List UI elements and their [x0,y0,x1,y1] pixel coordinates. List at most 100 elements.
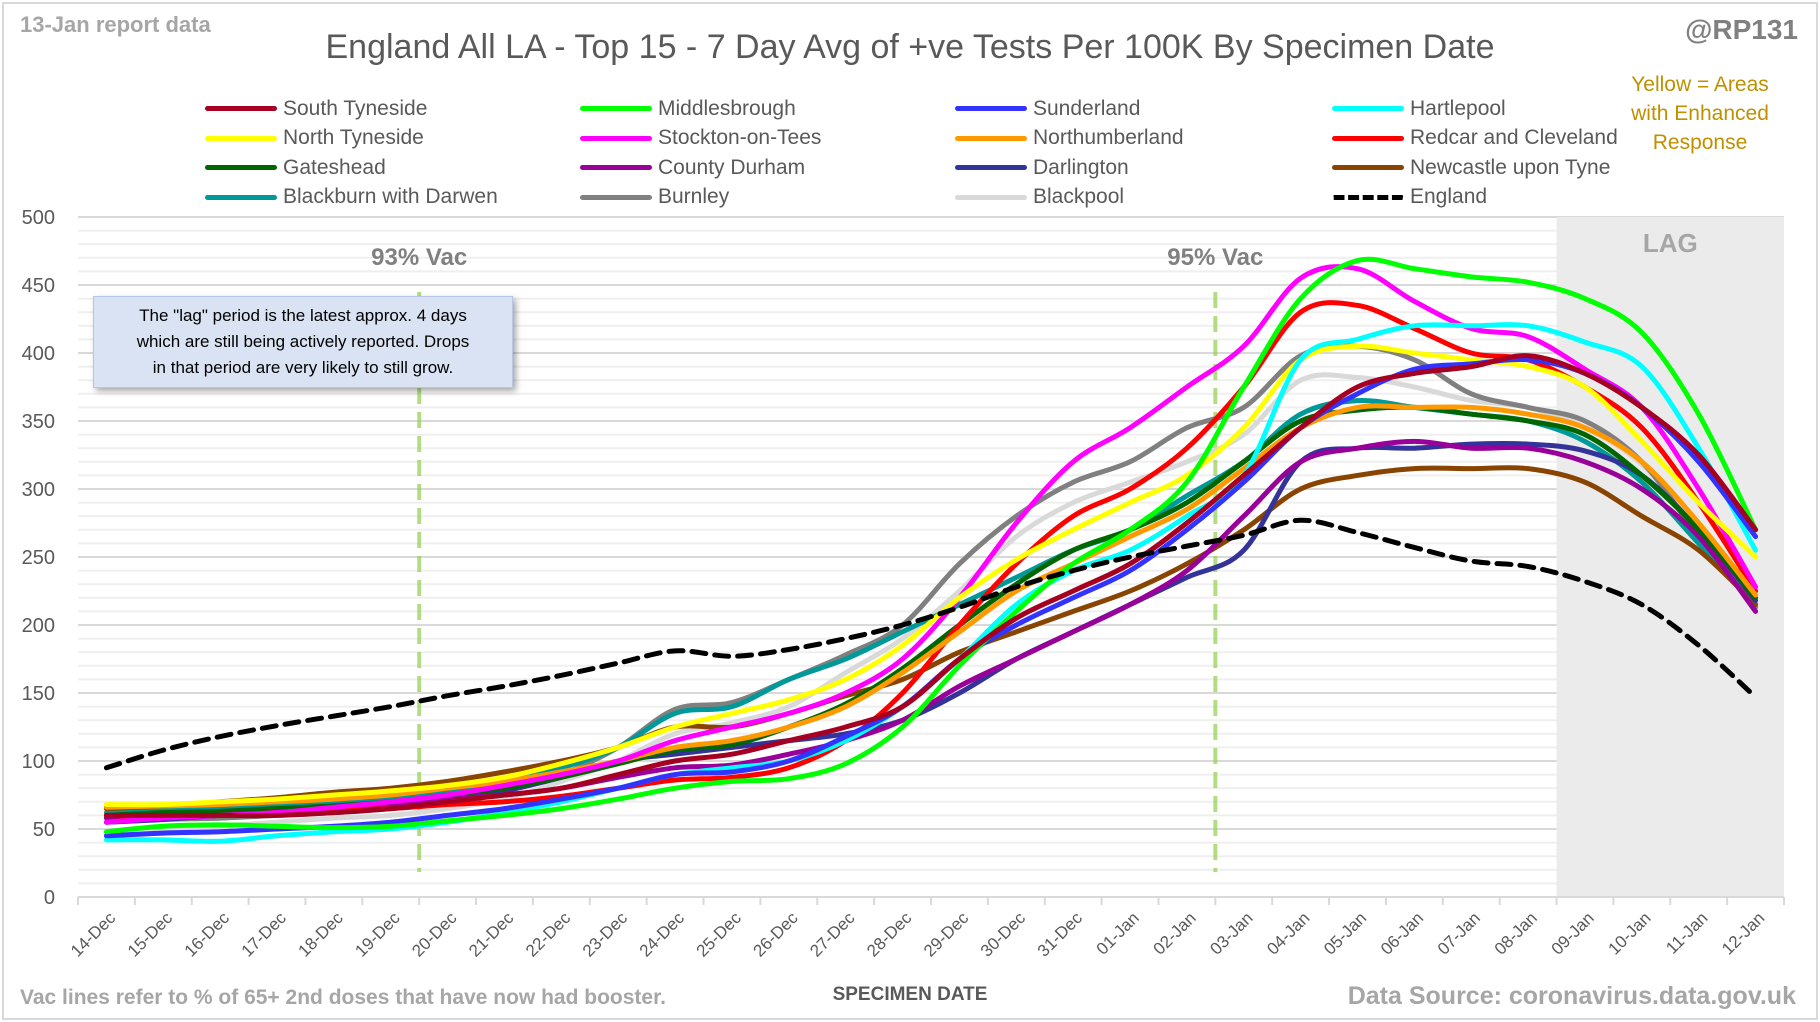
legend-swatch [205,165,277,170]
legend-swatch [955,106,1027,111]
x-tick-label: 16-Dec [181,908,234,961]
x-tick-label: 05-Jan [1320,908,1370,958]
enhanced-response-note: Yellow = Areas with Enhanced Response [1600,70,1800,157]
legend-item: Blackburn with Darwen [205,183,498,212]
legend-swatch [955,165,1027,170]
info-line: in that period are very likely to still … [152,358,454,377]
legend-item: Burnley [580,183,729,212]
lag-shading [1556,217,1784,897]
legend-item: Gateshead [205,153,386,182]
legend-label: North Tyneside [283,126,424,149]
x-tick-label: 03-Jan [1206,908,1256,958]
legend-swatch [1332,106,1404,111]
series-line-middlesbrough [103,256,1759,835]
vac-lines [417,292,1218,872]
legend-label: Northumberland [1033,126,1184,149]
x-tick-label: 27-Dec [806,908,859,961]
legend-item: England [1332,183,1487,212]
y-tick-label: 0 [44,887,55,909]
series-line-north-tyneside [103,343,1759,808]
legend-item: South Tyneside [205,94,427,123]
legend-label: Gateshead [283,155,386,179]
lag-info-box: The "lag" period is the latest approx. 4… [93,296,513,388]
y-tick-label: 200 [22,615,55,637]
x-tick-label: 09-Jan [1548,908,1598,958]
x-tick-label: 01-Jan [1093,908,1143,958]
legend-swatch [580,165,652,170]
legend-item: Stockton-on-Tees [580,124,821,153]
x-tick-label: 02-Jan [1150,908,1200,958]
legend-swatch [1332,135,1404,141]
series-line-south-tyneside [103,353,1759,819]
x-tick-label: 31-Dec [1034,908,1087,961]
legend-label: Hartlepool [1410,96,1506,120]
legend-item: Newcastle upon Tyne [1332,153,1610,182]
x-tick-label: 21-Dec [465,908,518,961]
x-tick-label: 22-Dec [522,908,575,961]
y-tick-label: 300 [22,479,55,501]
legend-item: Blackpool [955,183,1124,212]
x-tick-label: 23-Dec [579,908,632,961]
legend-swatch [955,194,1027,200]
vac-footnote: Vac lines refer to % of 65+ 2nd doses th… [20,986,666,1009]
enhanced-note-line: with Enhanced [1631,102,1769,125]
data-source: Data Source: coronavirus.data.gov.uk [1347,982,1796,1010]
legend-item: Sunderland [955,94,1140,123]
vac-label: 93% Vac [371,244,467,271]
series-line-northumberland [103,403,1759,810]
legend-label: England [1410,185,1488,208]
x-tick-label: 08-Jan [1491,908,1541,958]
legend-swatch [1332,165,1404,170]
y-tick-label: 450 [22,275,55,297]
legend-item: North Tyneside [205,124,424,153]
x-tick-label: 04-Jan [1263,908,1313,958]
y-tick-label: 500 [22,207,55,229]
legend-swatch [1332,194,1404,200]
series-line-county-durham [103,438,1759,821]
legend-label: Newcastle upon Tyne [1410,155,1611,179]
legend-swatch [580,135,652,141]
chart-title: England All LA - Top 15 - 7 Day Avg of +… [325,28,1495,66]
x-tick-label: 20-Dec [408,908,461,961]
annotation-labels: 93% Vac 95% Vac [371,244,1263,271]
legend-label: County Durham [658,155,806,179]
legend-item: County Durham [580,153,805,182]
x-tick-label: 14-Dec [67,908,120,961]
series-line-newcastle-upon-tyne [103,465,1759,812]
x-tick-label: 24-Dec [636,908,689,961]
lag-label: LAG [1643,228,1698,258]
lag-region: LAG [1556,217,1784,897]
legend-swatch [205,106,277,111]
y-tick-label: 350 [22,411,55,433]
x-axis-label: SPECIMEN DATE [832,984,988,1005]
x-tick-label: 25-Dec [693,908,746,961]
enhanced-note-line: Response [1652,131,1748,154]
legend-label: Stockton-on-Tees [658,126,822,149]
x-tick-label: 17-Dec [238,908,291,961]
info-line: which are still being actively reported.… [136,332,470,351]
legend-item: Hartlepool [1332,94,1506,123]
series-lines [103,256,1759,844]
legend-swatch [205,135,277,141]
y-tick-label: 50 [33,819,55,841]
series-line-england [103,517,1759,771]
x-tick-label: 06-Jan [1377,908,1427,958]
x-tick-label: 07-Jan [1434,908,1484,958]
legend-label: Burnley [658,185,730,208]
x-tick-label: 10-Jan [1604,908,1654,958]
legend-label: Blackburn with Darwen [283,185,498,208]
x-tick-label: 29-Dec [920,908,973,961]
x-tick-label: 30-Dec [977,908,1030,961]
enhanced-note-line: Yellow = Areas [1631,73,1769,96]
x-tick-label: 26-Dec [749,908,802,961]
legend-item: Redcar and Cleveland [1332,124,1618,153]
author-handle: @RP131 [1685,14,1798,45]
info-line: The "lag" period is the latest approx. 4… [139,306,467,325]
x-tick-label: 15-Dec [124,908,177,961]
legend-label: Darlington [1033,155,1129,179]
report-date: 13-Jan report data [20,12,211,37]
legend-swatch [955,135,1027,141]
legend-label: Redcar and Cleveland [1410,126,1618,149]
legend-swatch [580,194,652,200]
